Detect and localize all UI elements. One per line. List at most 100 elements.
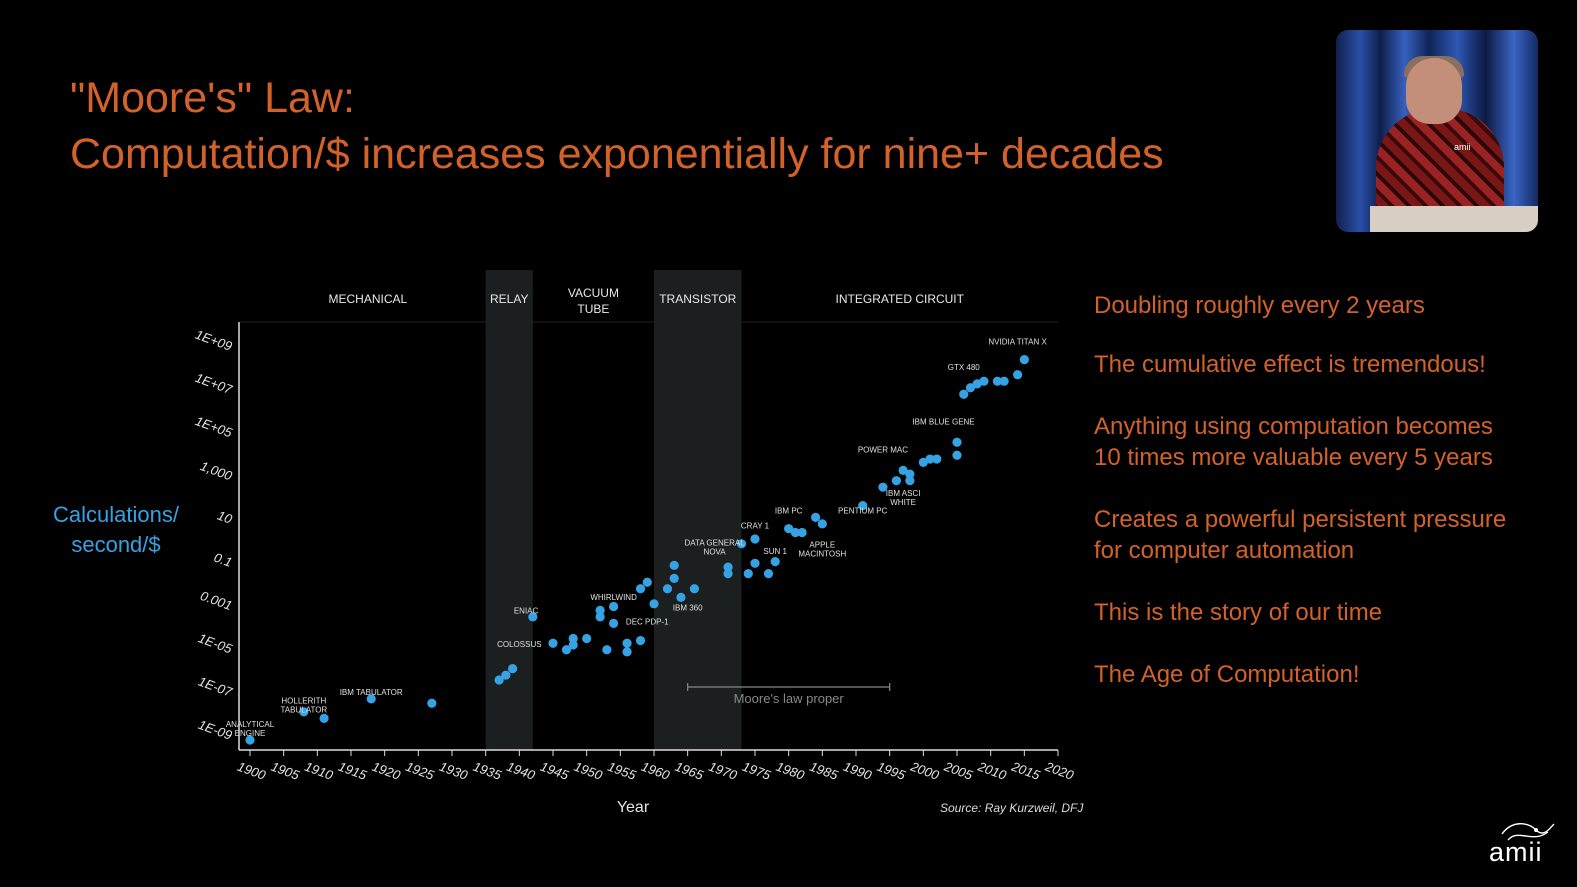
data-point: [635, 635, 646, 646]
y-tick-label: 1E+09: [193, 327, 234, 354]
data-point: [817, 519, 827, 529]
data-point: [649, 599, 659, 609]
slide-title: "Moore's" Law: Computation/$ increases e…: [70, 70, 1164, 182]
y-tick-label: 0.001: [198, 588, 234, 613]
amii-logo-icon: [1501, 823, 1555, 841]
x-tick-label: 1970: [707, 759, 740, 783]
bullet-5: This is the story of our time: [1094, 599, 1383, 626]
point-label: IBM BLUE GENE: [912, 417, 974, 426]
data-point: [750, 534, 760, 544]
bullet-1: Doubling roughly every 2 years: [1094, 292, 1425, 319]
data-point: [750, 558, 760, 568]
speaker-badge: amii: [1454, 142, 1471, 152]
point-label: SUN 1: [763, 547, 787, 556]
data-point: [642, 577, 652, 587]
data-point: [925, 454, 935, 464]
point-label: APPLE: [809, 541, 835, 550]
x-tick-label: 2000: [908, 758, 942, 783]
point-label: ENIAC: [514, 607, 539, 616]
x-tick-label: 1985: [808, 759, 841, 783]
data-point: [905, 469, 915, 479]
data-point: [494, 675, 504, 685]
x-tick-label: 1915: [336, 759, 369, 783]
data-point: [582, 633, 592, 644]
x-tick-label: 1935: [471, 759, 504, 783]
amii-logo-text: amii: [1489, 837, 1543, 867]
era-label-2-line2: TUBE: [577, 302, 609, 316]
era-label-2: VACUUM: [568, 286, 619, 300]
data-point: [952, 450, 962, 460]
data-point: [528, 612, 538, 622]
data-point: [763, 569, 774, 579]
point-label: CRAY 1: [741, 522, 770, 531]
point-label: COLOSSUS: [497, 640, 541, 649]
era-bands: MECHANICAL RELAY VACUUM TUBE TRANSISTOR INTEG…: [240, 270, 1058, 750]
x-tick-label: 1900: [235, 759, 268, 783]
x-axis-label: Year: [617, 799, 650, 816]
y-axis-label: Calculations/ second/$: [53, 502, 179, 557]
y-tick-label: 1E-07: [196, 674, 234, 700]
data-point: [878, 482, 888, 492]
point-label: NVIDIA TITAN X: [988, 337, 1047, 346]
podium: [1370, 206, 1538, 232]
chart-axes: [238, 322, 1058, 751]
era-label-3: TRANSISTOR: [659, 292, 736, 306]
data-point: [736, 539, 747, 549]
point-label: WHIRLWIND: [590, 593, 637, 602]
x-tick-label: 2015: [1009, 758, 1043, 783]
y-tick-labels: 1E+09 1E+07 1E+05 1,000 10 0.1 0.001 1E-05 1E-07…: [193, 327, 235, 743]
data-point: [501, 670, 511, 680]
data-point: [366, 694, 376, 704]
data-point: [669, 573, 679, 584]
x-tick-label: 1975: [740, 759, 773, 783]
x-tick-label: 1930: [437, 759, 470, 783]
data-point: [723, 569, 733, 579]
data-point: [811, 512, 821, 522]
x-tick-label: 1920: [370, 759, 403, 783]
slide-title-line-2: Computation/$ increases exponentially fo…: [70, 130, 1164, 178]
point-label: NOVA: [704, 548, 727, 557]
data-point: [548, 638, 558, 648]
data-point: [1019, 354, 1029, 365]
era-band-3: [654, 270, 742, 750]
data-point: [790, 527, 801, 538]
x-tick-label: 1965: [673, 759, 706, 783]
point-label: ENGINE: [235, 729, 266, 738]
point-label: DATA GENERAL: [685, 539, 746, 548]
point-label: HOLLERITH: [281, 696, 326, 705]
data-point: [676, 592, 686, 602]
point-label: POWER MAC: [858, 446, 908, 455]
x-tick-label: 1960: [639, 759, 672, 783]
chart-source: Source: Ray Kurzweil, DFJ: [940, 801, 1084, 815]
point-label: MACINTOSH: [798, 550, 846, 559]
data-point: [858, 501, 868, 511]
bullet-4a: Creates a powerful persistent pressure: [1094, 506, 1507, 533]
data-point: [595, 612, 605, 622]
data-point: [622, 647, 632, 657]
data-point: [932, 454, 942, 464]
x-tick-label: 1940: [505, 759, 538, 783]
x-tick-label: 2020: [1042, 758, 1076, 783]
point-label: DEC PDP-1: [626, 618, 669, 627]
point-label: ANALYTICAL: [226, 720, 275, 729]
bullet-3a: Anything using computation becomes: [1094, 413, 1493, 440]
era-label-0: MECHANICAL: [328, 292, 407, 306]
data-point: [723, 562, 733, 572]
bullet-4b: for computer automation: [1094, 537, 1355, 564]
data-point: [568, 633, 578, 644]
data-point: [1013, 370, 1023, 380]
x-tick-label: 2010: [975, 758, 1009, 783]
y-tick-label: 1E+05: [193, 413, 235, 440]
point-label: IBM TABULATOR: [340, 688, 403, 697]
data-point: [898, 465, 908, 475]
data-point: [609, 601, 619, 612]
data-point: [561, 645, 572, 655]
x-tick-label: 1910: [303, 759, 336, 783]
bullet-6: The Age of Computation!: [1094, 661, 1360, 688]
bullet-2: The cumulative effect is tremendous!: [1094, 351, 1486, 378]
x-tick-label: 1990: [841, 759, 874, 783]
bullet-3b: 10 times more valuable every 5 years: [1094, 444, 1493, 471]
data-point: [784, 524, 794, 534]
